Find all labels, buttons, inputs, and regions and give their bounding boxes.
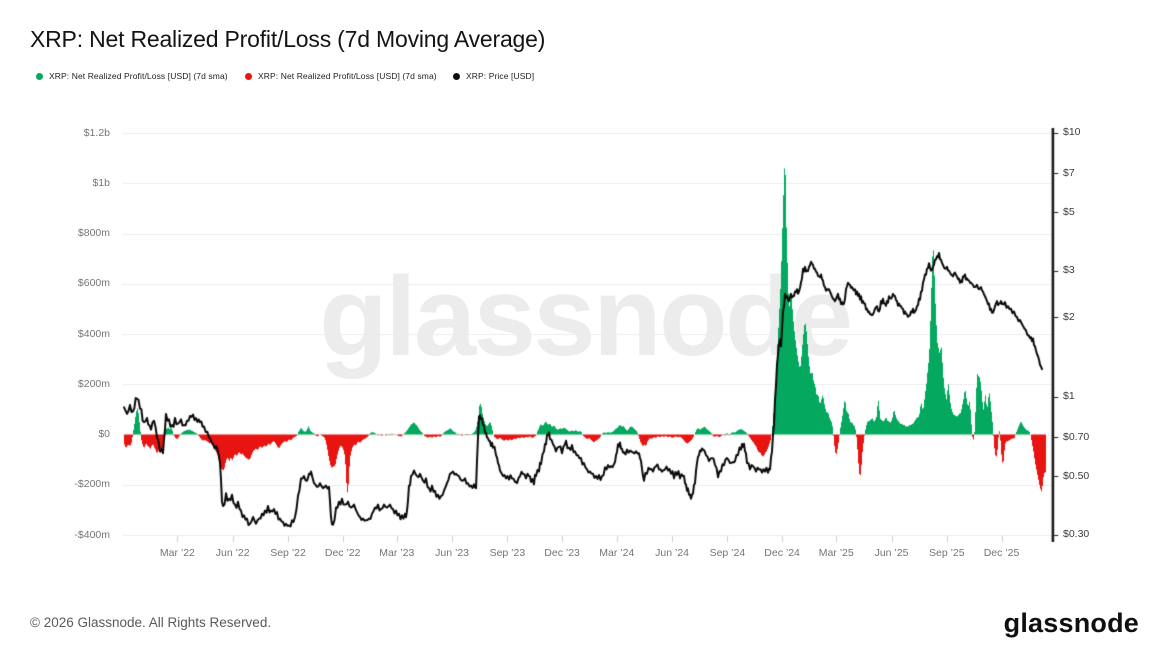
y-axis-left-tick-label: $800m: [77, 227, 110, 239]
y-axis-left-tick-label: -$200m: [74, 478, 110, 491]
x-axis-tick-label: Mar ’25: [818, 547, 854, 559]
x-axis-tick-label: Jun ’24: [655, 547, 690, 559]
y-axis-right-tick-label: $5: [1063, 205, 1075, 218]
y-axis-left-tick-label: $400m: [77, 327, 110, 340]
x-axis-tick-label: Sep ’23: [489, 547, 526, 559]
y-axis-left-tick-label: $0: [98, 428, 110, 440]
x-axis-tick-label: Jun ’22: [215, 547, 250, 559]
y-axis-left-tick-label: $1b: [92, 176, 110, 189]
x-axis-tick-label: Sep ’24: [709, 547, 746, 559]
x-axis-tick-label: Mar ’24: [599, 547, 635, 559]
x-axis-tick-label: Jun ’23: [435, 547, 470, 559]
y-axis-right-tick-label: $0.70: [1063, 430, 1090, 443]
x-axis-tick-label: Sep ’25: [928, 547, 965, 559]
footer-copyright: © 2026 Glassnode. All Rights Reserved.: [30, 615, 272, 630]
glassnode-logo: glassnode: [1003, 608, 1139, 638]
y-axis-right-tick-label: $3: [1063, 264, 1075, 277]
y-axis-right-tick-label: $1: [1063, 390, 1075, 403]
y-axis-right-tick-label: $7: [1063, 166, 1075, 179]
x-axis-tick-label: Dec ’24: [764, 547, 800, 559]
y-axis-right-tick-label: $0.50: [1063, 469, 1090, 482]
x-axis-tick-label: Mar ’23: [379, 547, 415, 559]
x-axis-tick-label: Mar ’22: [159, 547, 195, 559]
x-axis-tick-label: Sep ’22: [270, 547, 306, 559]
y-axis-left-tick-label: $1.2b: [83, 126, 110, 139]
x-axis-tick-label: Dec ’23: [544, 547, 580, 559]
y-axis-left-tick-label: $200m: [77, 377, 110, 390]
x-axis-tick-label: Dec ’22: [324, 547, 361, 559]
x-axis-tick-label: Dec ’25: [983, 547, 1020, 559]
y-axis-right-tick-label: $2: [1063, 310, 1075, 323]
y-axis-right-tick-label: $10: [1063, 126, 1081, 139]
y-axis-right-tick-label: $0.30: [1063, 528, 1090, 541]
x-axis-tick-label: Jun ’25: [874, 547, 909, 559]
y-axis-left-tick-label: $600m: [77, 277, 110, 290]
y-axis-left-tick-label: -$400m: [74, 528, 110, 541]
